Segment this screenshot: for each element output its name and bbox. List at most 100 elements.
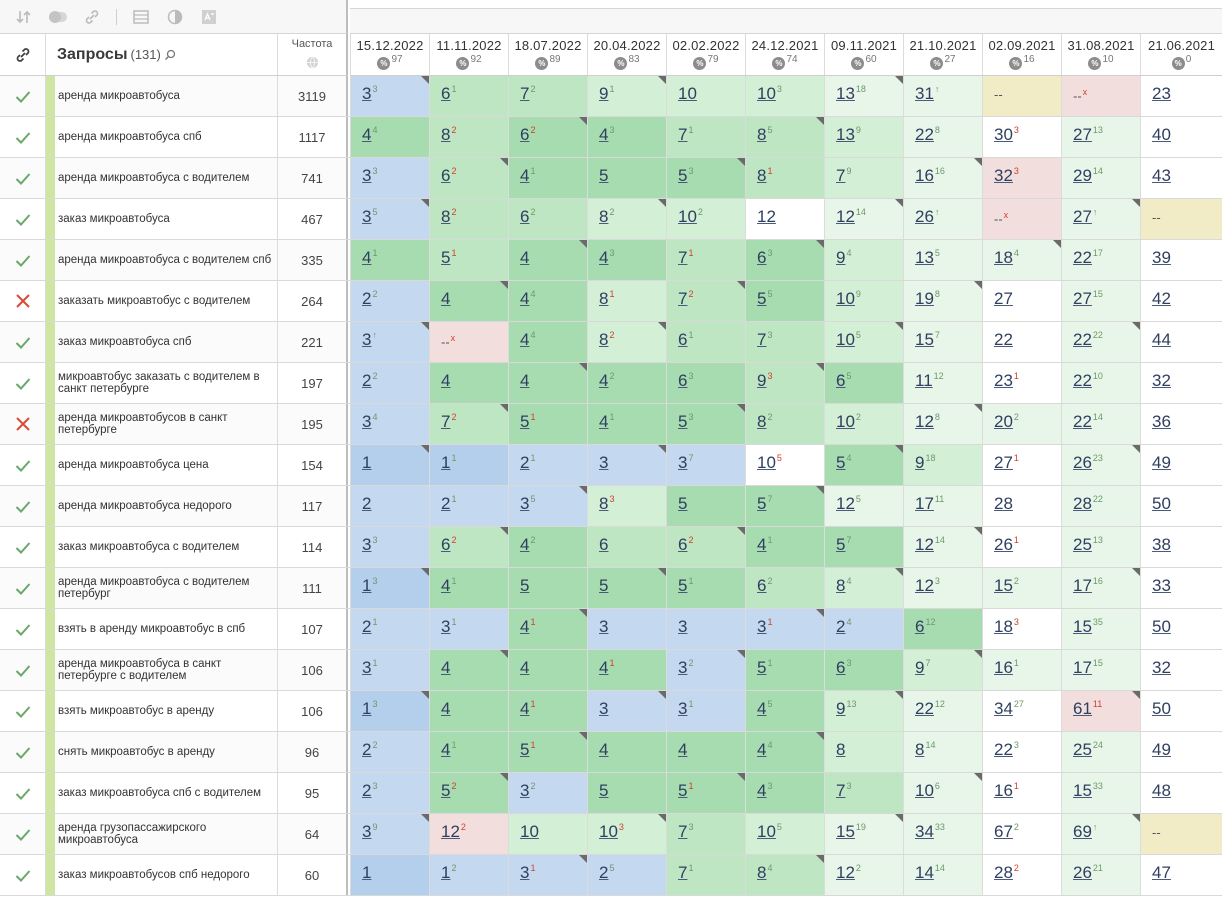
query-text[interactable]: заказ микроавтобуса спб с водителем: [55, 773, 278, 813]
position-value[interactable]: 2713: [1073, 125, 1103, 145]
position-value[interactable]: 44: [1152, 330, 1171, 350]
sort-icon[interactable]: [14, 8, 34, 26]
position-value[interactable]: 125: [836, 494, 861, 514]
position-cell[interactable]: 4: [508, 363, 587, 403]
position-cell[interactable]: 3433: [903, 814, 982, 854]
position-value[interactable]: 72: [520, 84, 535, 104]
position-cell[interactable]: 3: [666, 609, 745, 649]
date-column-header[interactable]: 20.04.2022% 83: [587, 34, 666, 75]
position-cell[interactable]: 63: [824, 650, 903, 690]
position-cell[interactable]: 38: [1140, 527, 1222, 567]
position-cell[interactable]: 1112: [903, 363, 982, 403]
position-value[interactable]: 25: [599, 863, 614, 883]
position-cell[interactable]: 128: [903, 404, 982, 444]
position-cell[interactable]: 31↑: [903, 76, 982, 116]
position-value[interactable]: 23: [362, 781, 377, 801]
position-value[interactable]: 2513: [1073, 535, 1103, 555]
query-text[interactable]: аренда микроавтобуса с водителем спб: [55, 240, 278, 280]
position-cell[interactable]: 106: [903, 773, 982, 813]
query-text[interactable]: заказ микроавтобуса с водителем: [55, 527, 278, 567]
position-value[interactable]: 6: [599, 535, 608, 555]
position-cell[interactable]: 13: [350, 691, 429, 731]
position-cell[interactable]: 22: [982, 322, 1061, 362]
position-cell[interactable]: 42: [1140, 281, 1222, 321]
position-value[interactable]: 105: [757, 453, 782, 473]
position-cell[interactable]: 62: [666, 527, 745, 567]
position-value[interactable]: 22: [994, 330, 1013, 350]
position-cell[interactable]: --: [1140, 199, 1222, 239]
position-cell[interactable]: 5: [587, 773, 666, 813]
position-cell[interactable]: 32: [1140, 363, 1222, 403]
position-value[interactable]: 918: [915, 453, 935, 473]
position-cell[interactable]: 282: [982, 855, 1061, 895]
position-value[interactable]: 93: [757, 371, 772, 391]
position-value[interactable]: 31: [678, 699, 693, 719]
position-cell[interactable]: 49: [1140, 445, 1222, 485]
position-value[interactable]: 62: [520, 207, 535, 227]
position-cell[interactable]: 32: [666, 650, 745, 690]
position-cell[interactable]: 45: [745, 691, 824, 731]
position-value[interactable]: 63: [678, 371, 693, 391]
position-cell[interactable]: 49: [1140, 732, 1222, 772]
position-cell[interactable]: 22: [350, 281, 429, 321]
position-value[interactable]: 44: [362, 125, 377, 145]
position-value[interactable]: 31: [441, 617, 456, 637]
position-cell[interactable]: 2914: [1061, 158, 1140, 198]
position-value[interactable]: 39: [362, 822, 377, 842]
position-value[interactable]: 3↑: [362, 330, 377, 350]
position-cell[interactable]: 1414: [903, 855, 982, 895]
position-value[interactable]: 1616: [915, 166, 945, 186]
position-cell[interactable]: 2: [350, 486, 429, 526]
position-value[interactable]: 3: [599, 453, 608, 473]
position-value[interactable]: 51: [757, 658, 772, 678]
position-cell[interactable]: 73: [666, 814, 745, 854]
status-check-cell[interactable]: [0, 158, 46, 198]
position-value[interactable]: 31: [520, 863, 535, 883]
position-cell[interactable]: 103: [745, 76, 824, 116]
position-value[interactable]: 5: [599, 576, 608, 596]
position-cell[interactable]: 51: [429, 240, 508, 280]
status-cross-cell[interactable]: [0, 404, 46, 444]
position-cell[interactable]: 44: [508, 322, 587, 362]
position-cell[interactable]: 23: [1140, 76, 1222, 116]
position-cell[interactable]: --x: [982, 199, 1061, 239]
position-value[interactable]: 71: [678, 125, 693, 145]
position-cell[interactable]: 36: [1140, 404, 1222, 444]
position-value[interactable]: 1: [362, 453, 371, 473]
position-cell[interactable]: 55: [745, 281, 824, 321]
position-value[interactable]: 161: [994, 658, 1019, 678]
position-cell[interactable]: 31: [350, 650, 429, 690]
position-cell[interactable]: 69↑: [1061, 814, 1140, 854]
position-value[interactable]: 22: [362, 740, 377, 760]
position-cell[interactable]: 26↑: [903, 199, 982, 239]
position-value[interactable]: 45: [757, 699, 772, 719]
position-cell[interactable]: 71: [666, 855, 745, 895]
position-value[interactable]: 41: [599, 412, 614, 432]
position-value[interactable]: 61: [441, 84, 456, 104]
position-cell[interactable]: 303: [982, 117, 1061, 157]
position-value[interactable]: 85: [757, 125, 772, 145]
position-cell[interactable]: 1318: [824, 76, 903, 116]
position-value[interactable]: 50: [1152, 699, 1171, 719]
position-value[interactable]: 123: [915, 576, 940, 596]
position-cell[interactable]: --x: [429, 322, 508, 362]
position-cell[interactable]: 65: [824, 363, 903, 403]
position-cell[interactable]: 44: [508, 281, 587, 321]
position-cell[interactable]: 105: [745, 445, 824, 485]
position-cell[interactable]: 2210: [1061, 363, 1140, 403]
position-value[interactable]: 42: [1152, 289, 1171, 309]
position-value[interactable]: 2217: [1073, 248, 1103, 268]
position-value[interactable]: 32: [1152, 658, 1171, 678]
position-value[interactable]: 38: [1152, 535, 1171, 555]
position-value[interactable]: 3: [678, 617, 687, 637]
status-check-cell[interactable]: [0, 855, 46, 895]
position-cell[interactable]: 42: [508, 527, 587, 567]
status-check-cell[interactable]: [0, 650, 46, 690]
position-value[interactable]: 4: [441, 289, 450, 309]
position-cell[interactable]: 71: [666, 240, 745, 280]
position-value[interactable]: 1: [362, 863, 371, 883]
position-value[interactable]: 82: [599, 207, 614, 227]
position-value[interactable]: 43: [1152, 166, 1171, 186]
position-value[interactable]: 61: [678, 330, 693, 350]
position-value[interactable]: 2210: [1073, 371, 1103, 391]
